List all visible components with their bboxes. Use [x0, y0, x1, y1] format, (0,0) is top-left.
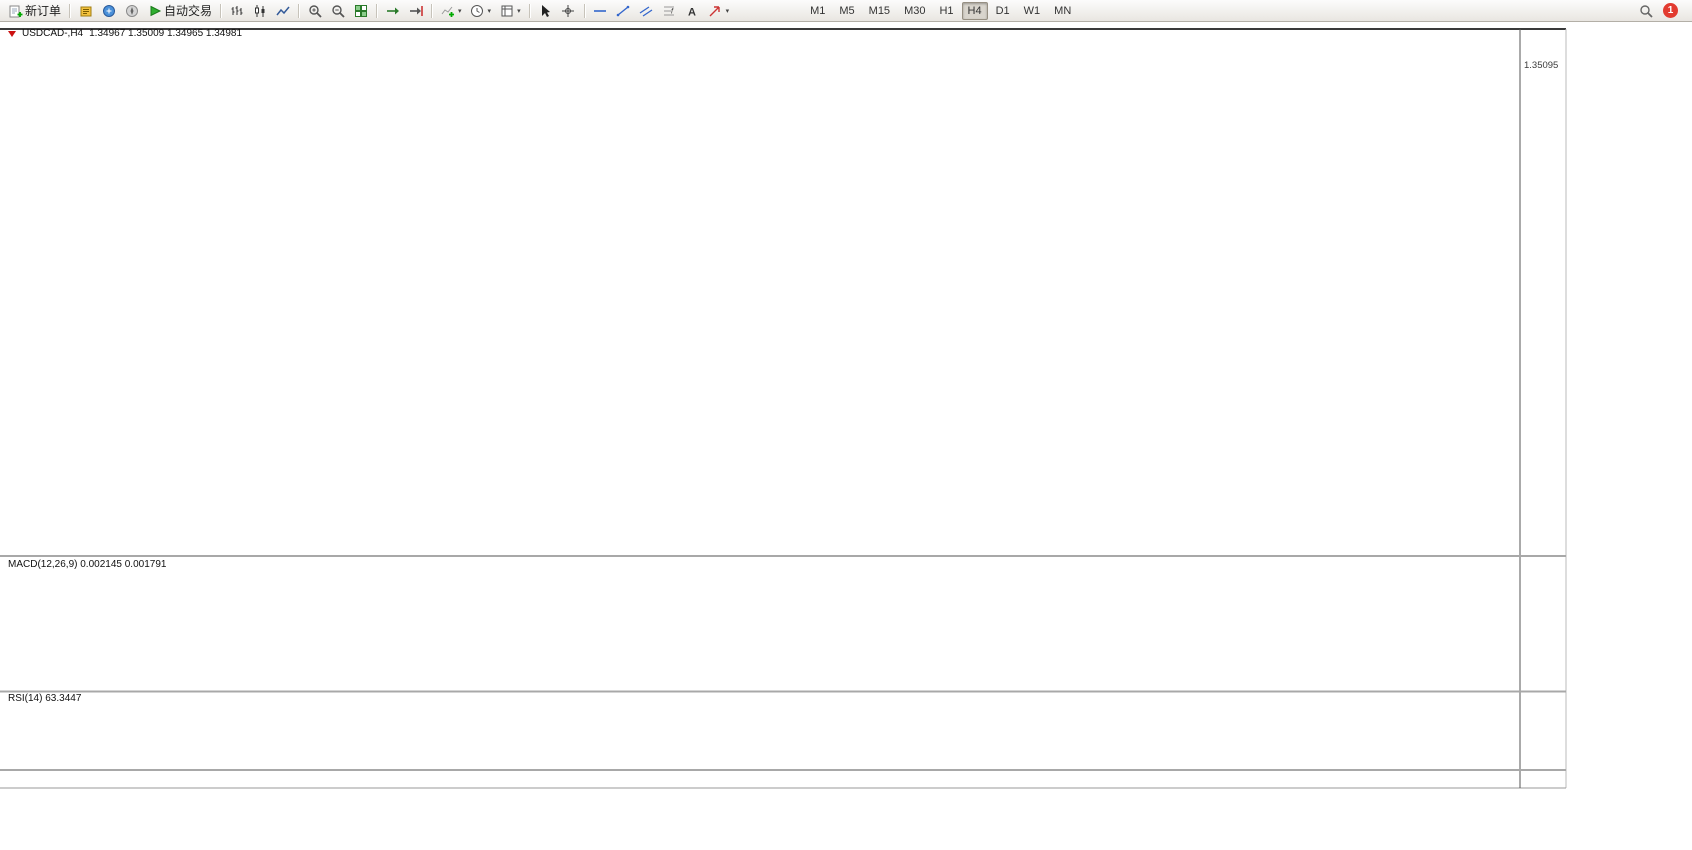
toolbar-separator	[298, 3, 300, 18]
toolbar-button-label: 新订单	[25, 4, 62, 18]
main-macd-splitter[interactable]	[0, 555, 1566, 557]
chevron-down-icon: ▾	[725, 7, 730, 15]
timeframe-h1-button[interactable]: H1	[939, 4, 954, 17]
toolbar-button-label: 自动交易	[164, 4, 213, 18]
chart-window[interactable]: 1.35095 USDCAD-,H4 1.34967 1.35009 1.349…	[0, 22, 1692, 850]
timeframe-m30-button[interactable]: M30	[904, 4, 926, 17]
trendline-button[interactable]	[612, 1, 635, 21]
horizontal-line-button[interactable]	[589, 1, 612, 21]
toolbar-separator	[376, 3, 378, 18]
macd-rsi-splitter[interactable]	[0, 690, 1566, 693]
toolbar-button-groups: 新订单 自动交易 ▾ ▾ ▾ f A ▾	[4, 1, 733, 21]
text-icon: A	[685, 3, 700, 18]
zoom-out-button[interactable]	[326, 1, 349, 21]
equidistant-channel-button[interactable]	[635, 1, 658, 21]
auto-scroll-button[interactable]	[381, 1, 404, 21]
fibonacci-icon: f	[662, 3, 677, 18]
svg-text:1.35095: 1.35095	[1524, 60, 1558, 71]
auto-scroll-icon	[385, 3, 400, 18]
periods-button[interactable]: ▾	[466, 1, 496, 21]
chevron-down-icon: ▾	[458, 7, 462, 15]
toolbar-separator	[69, 3, 71, 18]
equidistant-channel-icon	[639, 3, 654, 18]
data-window-icon	[101, 3, 116, 18]
zoom-out-icon	[330, 3, 345, 18]
chevron-down-icon: ▾	[487, 7, 492, 15]
rsi-timeaxis-splitter[interactable]	[0, 769, 1566, 771]
arrows-icon	[708, 3, 723, 18]
navigator-button[interactable]	[120, 1, 143, 21]
tile-windows-button[interactable]	[349, 1, 372, 21]
templates-icon	[499, 3, 514, 18]
zoom-in-button[interactable]	[303, 1, 326, 21]
chevron-down-icon: ▾	[517, 7, 521, 15]
line-chart-icon	[275, 3, 290, 18]
timeframe-h4-button[interactable]: H4	[961, 1, 988, 20]
autotrade-button[interactable]: 自动交易	[143, 1, 216, 21]
text-button[interactable]: A	[681, 1, 704, 21]
horizontal-line-icon	[593, 3, 608, 18]
zoom-in-icon	[307, 3, 322, 18]
line-chart-button[interactable]	[271, 1, 294, 21]
timeframe-m1-button[interactable]: M1	[810, 4, 826, 17]
toolbar-separator	[583, 3, 585, 18]
timeframe-w1-button[interactable]: W1	[1023, 4, 1041, 17]
toolbar-separator	[220, 3, 222, 18]
toolbar: 新订单 自动交易 ▾ ▾ ▾ f A ▾ M1 M5 M15 M30 H1 H4 D1 W1 MN 1	[0, 0, 1692, 22]
new-order-icon	[8, 3, 23, 18]
trendline-icon	[616, 3, 631, 18]
chart-background	[0, 22, 1692, 850]
new-order-button[interactable]: 新订单	[4, 1, 65, 21]
timeframe-group: M1 M5 M15 M30 H1 H4 D1 W1 MN	[803, 1, 1078, 20]
bar-chart-button[interactable]	[225, 1, 248, 21]
timeframe-d1-button[interactable]: D1	[995, 4, 1010, 17]
timeframe-m15-button[interactable]: M15	[868, 4, 891, 17]
notification-badge[interactable]: 1	[1663, 3, 1678, 18]
svg-text:A: A	[688, 6, 696, 18]
templates-button[interactable]: ▾	[495, 1, 525, 21]
chart-shift-icon	[408, 3, 423, 18]
autotrade-icon	[147, 3, 162, 18]
timeframe-m5-button[interactable]: M5	[839, 4, 855, 17]
market-watch-icon	[78, 3, 93, 18]
toolbar-separator	[431, 3, 433, 18]
indicators-button[interactable]: ▾	[436, 1, 466, 21]
data-window-button[interactable]	[97, 1, 120, 21]
cursor-button[interactable]	[534, 1, 557, 21]
timeframe-mn-button[interactable]: MN	[1054, 4, 1072, 17]
arrows-button[interactable]: ▾	[704, 1, 734, 21]
cursor-icon	[538, 3, 553, 18]
price-chart-canvas[interactable]: 1.35095	[0, 22, 1692, 850]
crosshair-icon	[561, 3, 576, 18]
magnifier-icon[interactable]	[1638, 3, 1653, 18]
svg-text:f: f	[671, 8, 674, 15]
fibonacci-button[interactable]: f	[658, 1, 681, 21]
candlestick-chart-icon	[252, 3, 267, 18]
chart-shift-button[interactable]	[404, 1, 427, 21]
candlestick-chart-button[interactable]	[248, 1, 271, 21]
bar-chart-icon	[229, 3, 244, 18]
navigator-icon	[124, 3, 139, 18]
crosshair-button[interactable]	[557, 1, 580, 21]
indicators-icon	[440, 3, 455, 18]
periods-icon	[470, 3, 485, 18]
market-watch-button[interactable]	[74, 1, 97, 21]
toolbar-right: 1	[1638, 3, 1688, 18]
toolbar-separator	[528, 3, 530, 18]
tile-windows-icon	[353, 3, 368, 18]
